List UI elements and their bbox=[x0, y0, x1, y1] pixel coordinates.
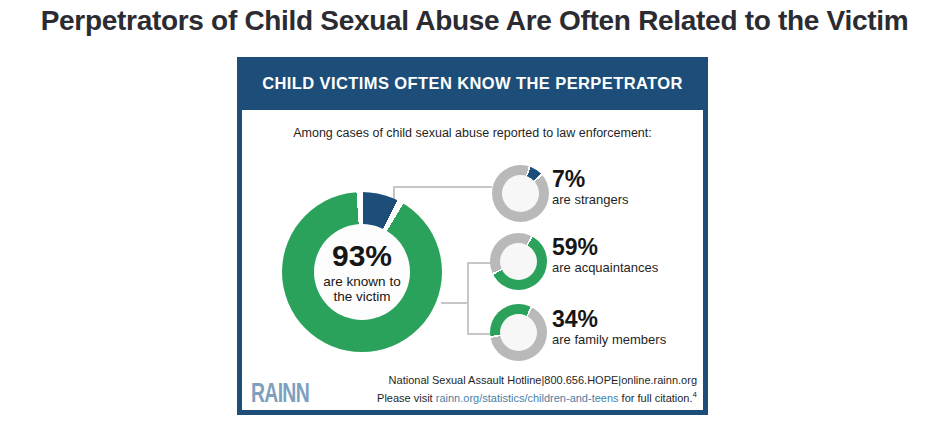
connector-line-main bbox=[441, 302, 468, 304]
acquaintances-value: 59% bbox=[552, 236, 702, 259]
family-label-block: 34% are family members bbox=[552, 308, 702, 348]
main-donut-label-line2: the victim bbox=[333, 289, 390, 304]
hotline-line: National Sexual Assault Hotline|800.656.… bbox=[377, 372, 697, 389]
infographic-header-band: CHILD VICTIMS OFTEN KNOW THE PERPETRATOR bbox=[237, 57, 708, 110]
strangers-label: are strangers bbox=[552, 192, 702, 208]
strangers-value: 7% bbox=[552, 168, 702, 191]
rainn-logo: RAINN bbox=[251, 378, 309, 409]
citation-footnote-number: 4 bbox=[693, 390, 697, 399]
page-title: Perpetrators of Child Sexual Abuse Are O… bbox=[0, 5, 949, 37]
page: { "page": { "title": "Perpetrators of Ch… bbox=[0, 0, 949, 421]
family-donut-hole bbox=[500, 314, 537, 351]
donut-chart-acquaintances bbox=[490, 233, 547, 290]
citation-line: Please visit rainn.org/statistics/childr… bbox=[377, 389, 697, 407]
acquaintances-label: are acquaintances bbox=[552, 260, 702, 276]
strangers-donut-hole bbox=[502, 175, 539, 212]
infographic-header-title: CHILD VICTIMS OFTEN KNOW THE PERPETRATOR bbox=[262, 74, 683, 93]
citation-link[interactable]: rainn.org/statistics/children-and-teens bbox=[436, 392, 619, 404]
infographic-subtitle: Among cases of child sexual abuse report… bbox=[242, 126, 703, 140]
citation-suffix: for full citation. bbox=[619, 392, 693, 404]
strangers-label-block: 7% are strangers bbox=[552, 168, 702, 208]
donut-chart-strangers bbox=[492, 165, 549, 222]
infographic-card: CHILD VICTIMS OFTEN KNOW THE PERPETRATOR… bbox=[237, 57, 708, 415]
main-donut-label: are known to the victim bbox=[323, 274, 400, 304]
donut-chart-known-to-victim: 93% are known to the victim bbox=[282, 192, 442, 352]
main-donut-value: 93% bbox=[332, 240, 392, 272]
main-donut-hole: 93% are known to the victim bbox=[314, 224, 410, 320]
connector-line-vertical bbox=[467, 262, 469, 334]
family-label: are family members bbox=[552, 332, 702, 348]
citation-prefix: Please visit bbox=[377, 392, 436, 404]
family-value: 34% bbox=[552, 308, 702, 331]
acquaintances-donut-hole bbox=[500, 243, 537, 280]
footer: National Sexual Assault Hotline|800.656.… bbox=[377, 372, 697, 407]
main-donut-label-line1: are known to bbox=[323, 274, 400, 289]
donut-chart-family-members bbox=[490, 304, 547, 361]
infographic-body: Among cases of child sexual abuse report… bbox=[242, 110, 703, 410]
connector-line-strangers bbox=[393, 186, 492, 188]
acquaintances-label-block: 59% are acquaintances bbox=[552, 236, 702, 276]
